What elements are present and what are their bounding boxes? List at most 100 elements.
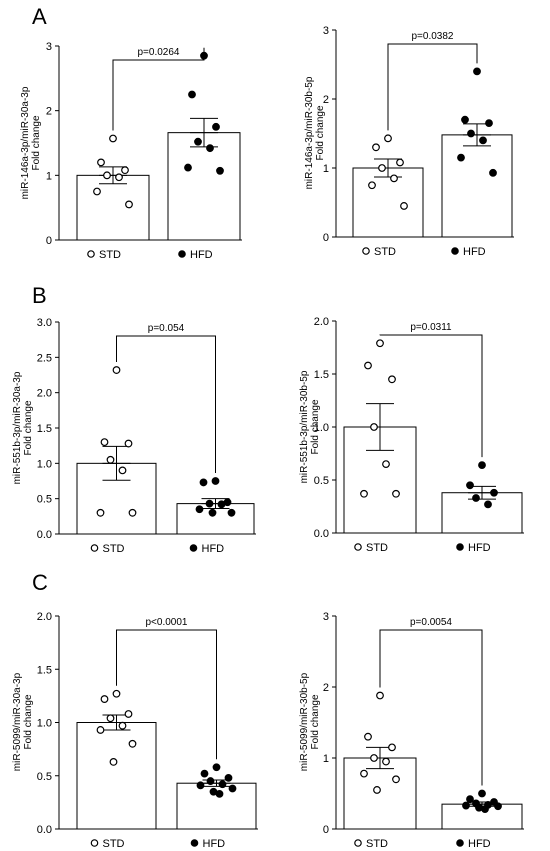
chart-2-y-tick-label: 2 [323, 94, 329, 106]
chart-5-point-hfd [228, 784, 237, 793]
chart-2-p-value: p=0.0382 [412, 31, 454, 42]
chart-1-bar-hfd [167, 132, 241, 241]
chart-4-point-hfd [478, 461, 486, 470]
chart-4-y-axis-label: miR-551b-3p/miR-30b-5pFold change [299, 370, 321, 483]
chart-2-point-std [378, 164, 386, 172]
chart-1-point-std [109, 134, 117, 143]
chart-2-point-hfd [479, 136, 487, 145]
chart-5-y-axis-label-line: Fold change [23, 694, 34, 749]
chart-1-legend-marker-hfd [178, 250, 186, 258]
chart-6-category-label-std: STD [366, 838, 388, 850]
chart-2-category-label-hfd: HFD [463, 246, 486, 258]
chart-6-point-std [392, 775, 400, 784]
chart-6-point-hfd [466, 795, 474, 804]
chart-3-point-std [118, 466, 127, 475]
chart-4-point-hfd [484, 500, 492, 509]
chart-5-y-axis-label: miR-5099/miR-30a-3pFold change [12, 672, 34, 771]
chart-5-point-hfd [200, 769, 209, 778]
chart-2-bar-std [352, 167, 424, 238]
chart-4-point-hfd [472, 494, 480, 502]
chart-2-legend-marker-std [362, 247, 370, 255]
chart-6-significance-bracket [379, 629, 483, 786]
chart-5-point-std [124, 710, 133, 718]
chart-4-y-tick-label: 1.5 [314, 369, 329, 381]
chart-1-y-tick-label: 3 [46, 41, 52, 53]
chart-4-y-tick-label: 0.0 [314, 528, 329, 540]
chart-3-point-hfd [211, 477, 220, 485]
chart-5-bar-std [76, 722, 157, 830]
chart-2-y-axis-label: miR-146a-3p/miR-30b-5pFold change [304, 76, 326, 189]
chart-6-y-axis-label-line: Fold change [310, 694, 321, 749]
chart-4-y-tick-label: 1.0 [314, 422, 329, 434]
chart-6-y-tick-label: 3 [323, 611, 329, 623]
chart-2-point-std [400, 202, 408, 210]
chart-2-point-std [372, 143, 380, 152]
chart-2-point-hfd [489, 168, 497, 177]
chart-3-y-tick-label: 2.0 [37, 388, 52, 400]
chart-1-significance-bracket [112, 47, 205, 131]
chart-3-point-hfd [208, 508, 217, 517]
chart-4-y-tick-label: 0.5 [314, 475, 329, 487]
chart-3-point-std [100, 438, 109, 447]
chart-2-significance-bracket [387, 43, 478, 131]
chart-3-point-std [96, 508, 105, 517]
chart-2-point-hfd [485, 119, 493, 128]
chart-1-point-hfd [206, 144, 214, 153]
chart-5-y-tick-label: 0.0 [37, 824, 52, 836]
chart-3-point-hfd [199, 478, 208, 487]
chart-6-point-std [376, 691, 384, 700]
chart-1-category-label-hfd: HFD [190, 249, 213, 261]
chart-5-category-label-std: STD [103, 838, 125, 850]
chart-2-point-hfd [457, 153, 465, 162]
panel-letter-B: B [32, 283, 47, 308]
chart-5-legend-marker-std [90, 839, 99, 847]
chart-3-point-std [124, 439, 133, 448]
chart-5-y-tick-label: 0.5 [37, 771, 52, 783]
chart-4-point-std [388, 375, 396, 384]
chart-5-point-hfd [212, 763, 221, 772]
chart-1-y-axis-label: miR-146a-3p/miR-30a-3pFold change [20, 86, 42, 199]
chart-6-y-axis-label: miR-5099/miR-30b-5pFold change [299, 672, 321, 771]
chart-4-point-std [392, 489, 400, 498]
chart-3-point-hfd [227, 508, 236, 517]
chart-3-legend-marker-hfd [189, 544, 198, 552]
chart-5-point-std [112, 689, 121, 698]
chart-6-point-std [360, 769, 368, 778]
chart-3-p-value: p=0.054 [148, 323, 185, 334]
chart-4-y-axis-label-line: Fold change [310, 399, 321, 454]
chart-6-point-std [373, 786, 381, 794]
chart-4-category-label-std: STD [366, 542, 388, 554]
chart-1-y-tick-label: 2 [46, 106, 52, 118]
chart-3-category-label-hfd: HFD [202, 543, 225, 555]
chart-1-point-hfd [188, 90, 196, 99]
chart-2-point-std [390, 174, 398, 183]
chart-5-point-std [96, 726, 105, 734]
chart-6-point-std [364, 732, 372, 741]
chart-6-point-hfd [494, 802, 502, 811]
chart-2-point-std [368, 181, 376, 190]
chart-3-legend-marker-std [90, 544, 99, 552]
chart-4-p-value: p=0.0311 [410, 322, 452, 333]
chart-1-point-std [103, 171, 111, 180]
chart-3-point-hfd [195, 505, 204, 514]
chart-2-legend-marker-hfd [451, 247, 459, 255]
chart-6-point-hfd [481, 805, 489, 814]
chart-1-y-tick-label: 0 [46, 235, 52, 247]
chart-5-legend-marker-hfd [190, 839, 199, 847]
chart-3-y-tick-label: 1.5 [37, 423, 52, 435]
chart-5-point-std [128, 739, 137, 748]
chart-5-category-label-hfd: HFD [203, 838, 226, 850]
chart-6-point-hfd [478, 789, 486, 798]
chart-1-point-hfd [184, 163, 192, 172]
panel-letter-A: A [32, 4, 47, 29]
chart-5-point-std [106, 714, 115, 723]
chart-4-point-std [370, 423, 378, 431]
chart-1-point-hfd [212, 122, 220, 131]
chart-2-y-tick-label: 0 [323, 232, 329, 244]
chart-4-significance-bracket [379, 334, 483, 458]
chart-1-p-value: p=0.0264 [138, 47, 180, 58]
chart-3-point-std [112, 366, 121, 374]
chart-2-category-label-std: STD [374, 246, 396, 258]
chart-5-point-hfd [196, 781, 205, 790]
